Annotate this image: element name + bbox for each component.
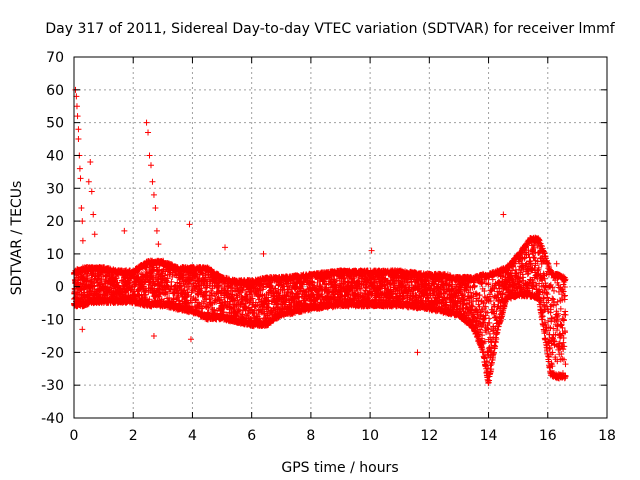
data-point [142,291,149,298]
data-point [132,291,139,298]
data-point [112,275,119,282]
data-point [90,280,97,287]
data-point [164,290,171,297]
data-point [140,283,147,290]
data-point [107,284,114,291]
gridlines [74,57,607,418]
data-points [71,86,569,387]
data-point [146,296,153,303]
data-point [152,294,159,301]
data-point [161,272,168,279]
data-point [127,287,134,294]
data-point [141,292,148,299]
data-point [97,280,104,287]
data-point [140,283,147,290]
data-point [170,295,177,302]
data-point [98,275,105,282]
data-point [168,283,175,290]
data-point [164,275,171,282]
